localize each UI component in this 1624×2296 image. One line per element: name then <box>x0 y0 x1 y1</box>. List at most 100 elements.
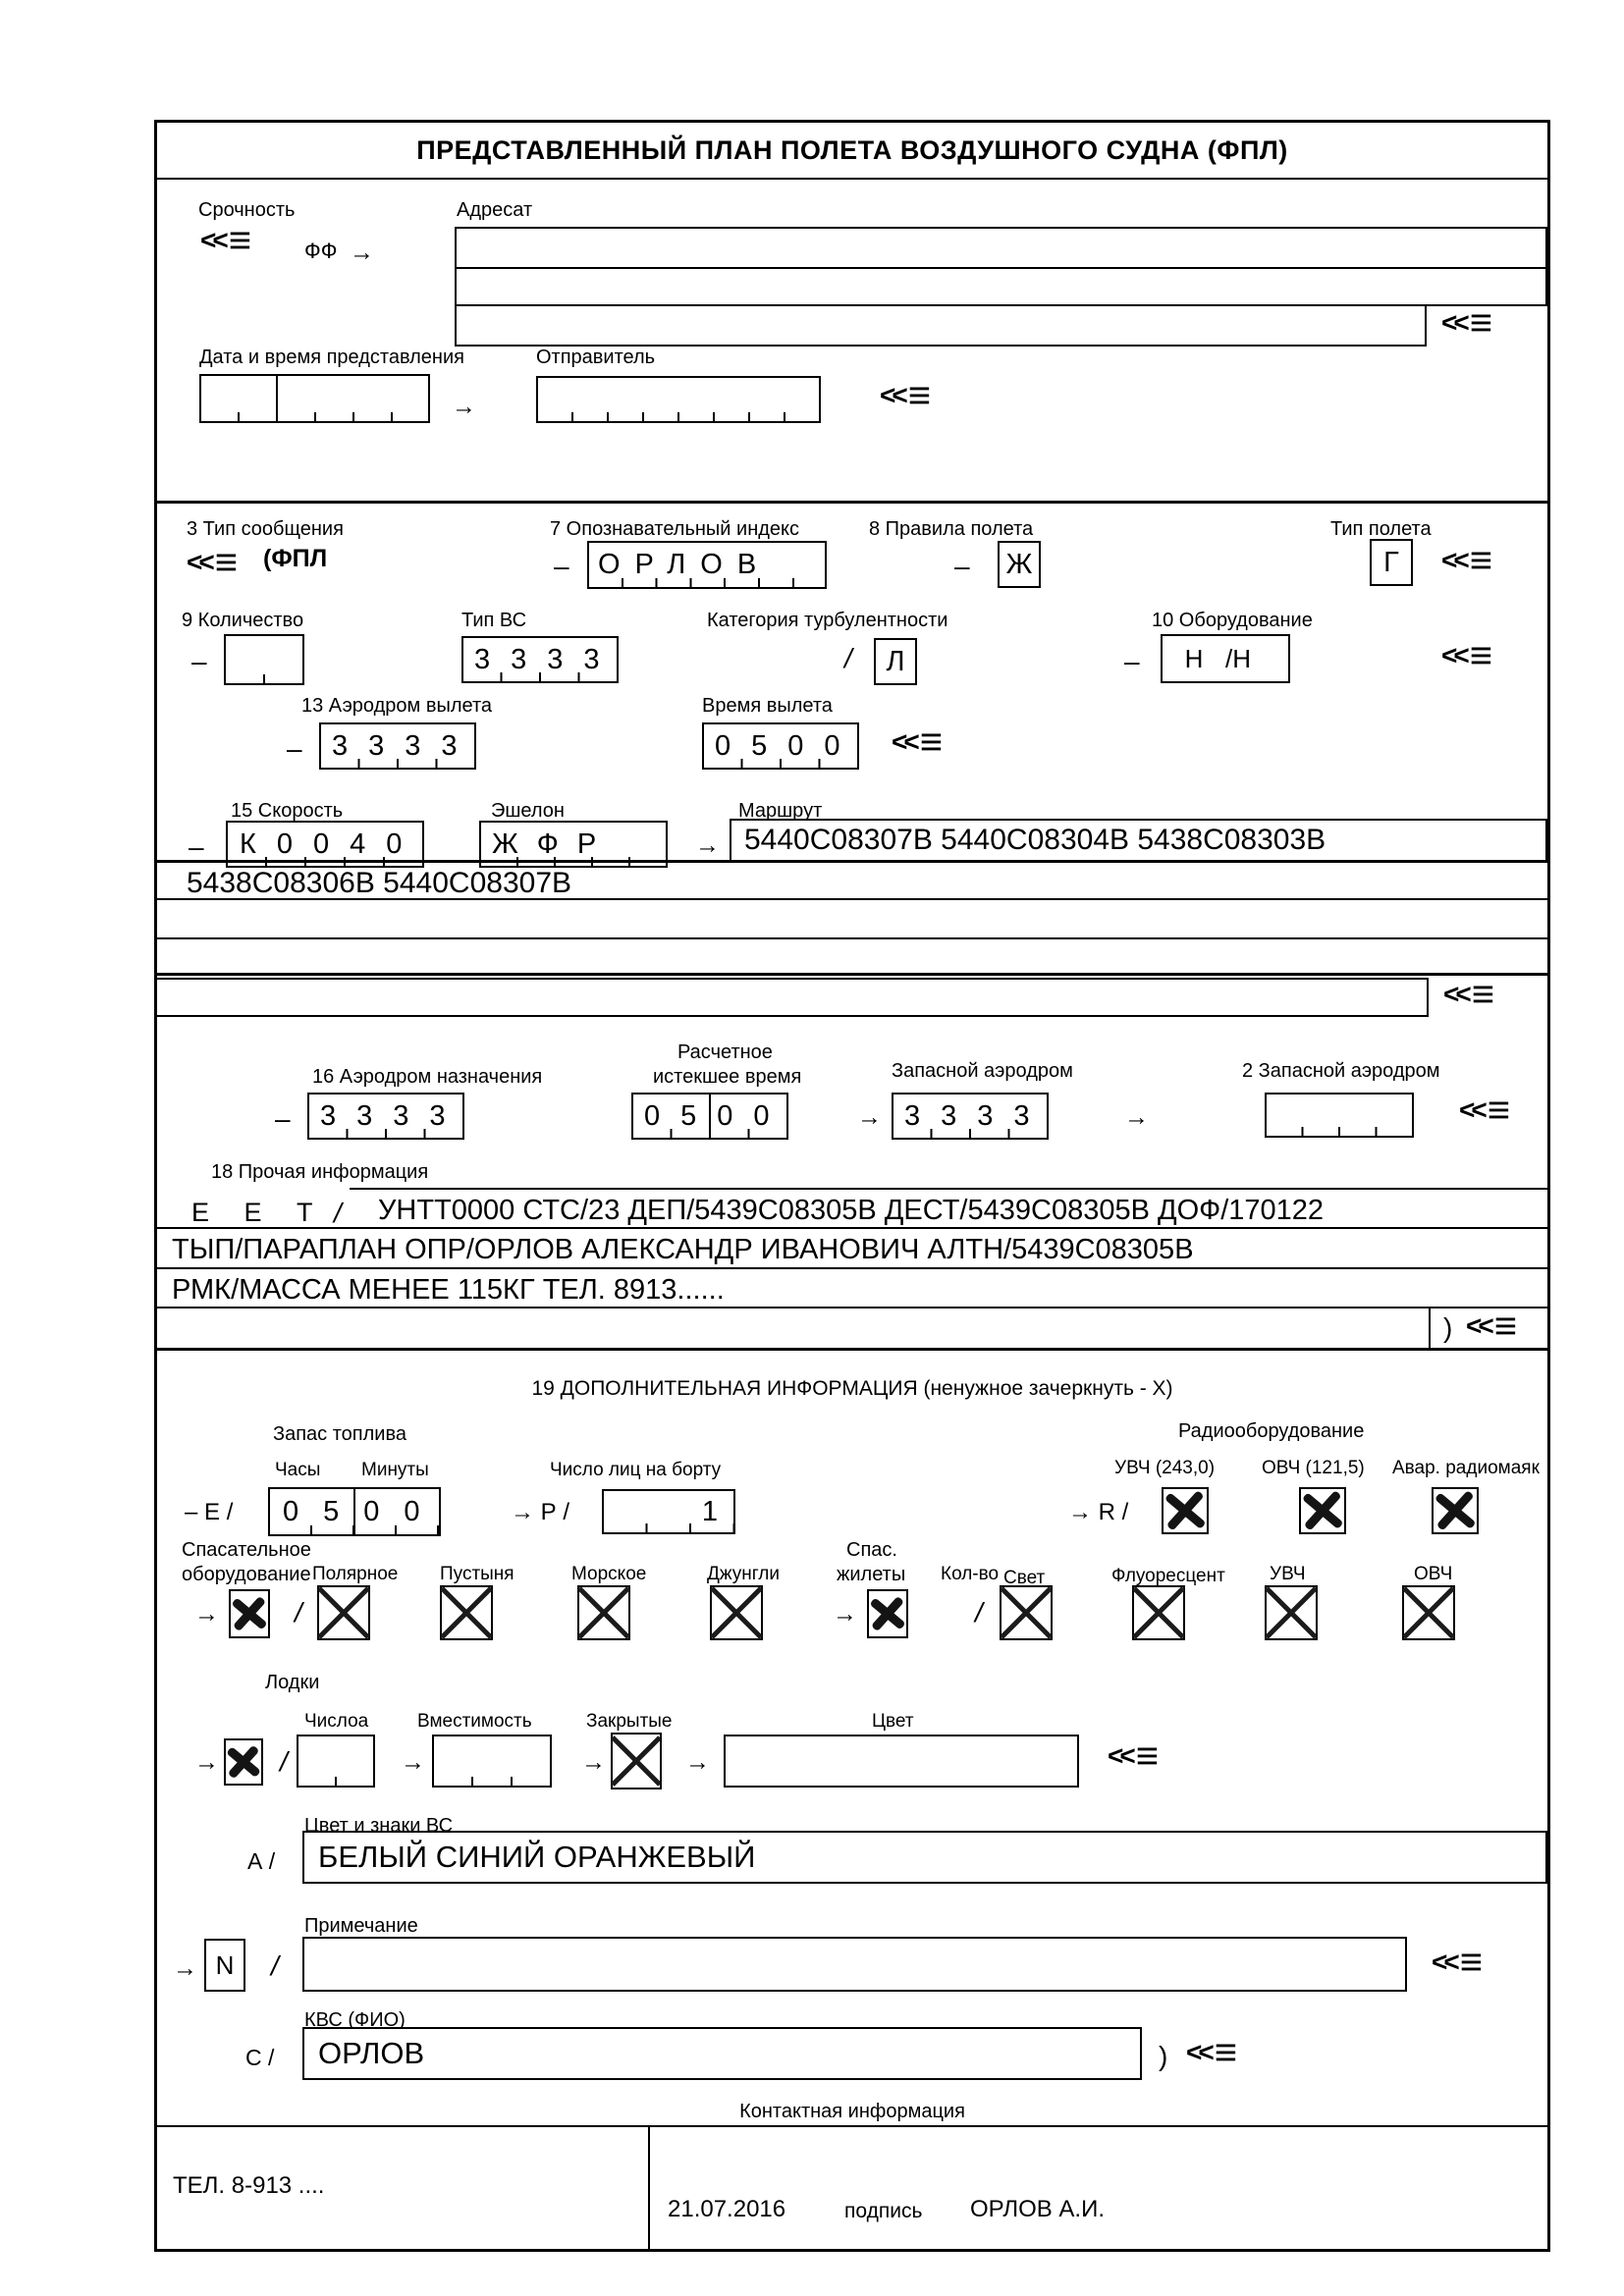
jungle-checkbox[interactable] <box>710 1585 763 1640</box>
field18-label: 18 Прочая информация <box>211 1161 429 1183</box>
light-checkbox[interactable] <box>1000 1585 1053 1640</box>
dash-icon: – <box>954 551 970 581</box>
alternate1-value: 3333 <box>904 1099 1051 1132</box>
field18-line2[interactable]: ТЫП/ПАРАПЛАН ОПР/ОРЛОВ АЛЕКСАНДР ИВАНОВИ… <box>172 1234 1194 1265</box>
cell-ticks <box>463 672 617 681</box>
departure-aerodrome-value: 3333 <box>332 729 478 762</box>
jackets-vhf-checkbox[interactable] <box>1402 1585 1455 1640</box>
fuel-label: Запас топлива <box>273 1423 406 1445</box>
pic-input[interactable]: ОРЛОВ <box>302 2027 1142 2080</box>
field8-value: Ж <box>1005 548 1033 580</box>
persons-value: 1 <box>701 1495 718 1527</box>
dinghies-label: Лодки <box>265 1672 320 1693</box>
maritime-checkbox[interactable] <box>577 1585 630 1640</box>
signature-label: подпись <box>844 2200 923 2222</box>
departure-time-input[interactable]: 0500 <box>702 722 859 770</box>
field7-label: 7 Опознавательный индекс <box>550 518 800 540</box>
slash-icon: / <box>280 1746 288 1777</box>
aircraft-type-input[interactable]: 3333 <box>461 636 619 683</box>
sender-input[interactable] <box>536 376 821 423</box>
polar-label: Полярное <box>312 1564 399 1584</box>
destination-aerodrome-value: 3333 <box>320 1099 466 1132</box>
survival-checkbox[interactable] <box>229 1589 270 1638</box>
fluor-checkbox[interactable] <box>1132 1585 1185 1640</box>
datetime-divider <box>276 374 278 423</box>
end-signal-icon: << ≡ <box>1441 539 1493 582</box>
alternate2-input[interactable] <box>1265 1093 1414 1138</box>
radio-prefix: → R / <box>1068 1499 1129 1525</box>
field18-row-divider <box>157 1227 1547 1229</box>
route-extra-input[interactable] <box>157 978 1429 1017</box>
arrow-icon: → <box>1124 1103 1149 1131</box>
radio-uhf-label: УВЧ (243,0) <box>1114 1458 1216 1478</box>
addressee-input-main[interactable] <box>455 227 1547 306</box>
alternate1-input[interactable]: 3333 <box>892 1093 1049 1140</box>
dinghies-checkbox[interactable] <box>224 1738 263 1786</box>
dash-icon: – <box>275 1103 291 1134</box>
dash-icon: – <box>287 733 302 764</box>
radio-label: Радиообо​рудование <box>1178 1420 1365 1442</box>
radio-beacon-checkbox[interactable] <box>1432 1487 1479 1534</box>
section-divider <box>157 1348 1547 1351</box>
turbulence-input[interactable]: Л <box>874 638 917 685</box>
sender-label: Отправитель <box>536 347 656 368</box>
field10-right: /Н <box>1225 643 1251 673</box>
cell-ticks <box>538 412 819 421</box>
fuel-value: 0500 <box>283 1495 445 1527</box>
persons-input[interactable]: 1 <box>602 1489 735 1534</box>
destination-aerodrome-input[interactable]: 3333 <box>307 1093 464 1140</box>
dinghies-capacity-input[interactable] <box>432 1735 552 1788</box>
fluor-label: Флуоресцент <box>1111 1566 1225 1586</box>
datetime-input[interactable] <box>199 374 430 423</box>
eet-value: 0500 <box>644 1099 790 1132</box>
route-line2[interactable]: 5438С08306В 5440С08307В <box>187 867 572 899</box>
jackets-label-line1: Спас. <box>846 1539 897 1561</box>
field18-line3[interactable]: РМК/МАССА МЕНЕЕ 115КГ ТЕЛ. 8913...... <box>172 1274 725 1306</box>
aircraft-color-input[interactable]: БЕЛЫЙ СИНИЙ ОРАНЖЕВЫЙ <box>302 1831 1547 1884</box>
eet-input[interactable]: 0500 <box>631 1093 788 1140</box>
dinghies-color-label: Цвет <box>872 1711 914 1732</box>
contact-phone[interactable]: ТЕЛ. 8-913 .... <box>173 2172 325 2199</box>
jackets-qty-label: Кол-во <box>941 1564 1000 1584</box>
end-signal-icon: << ≡ <box>1466 1305 1518 1348</box>
slash-icon: / <box>334 1198 342 1228</box>
cell-ticks <box>226 674 302 683</box>
cell-ticks <box>893 1129 1047 1138</box>
dinghies-number-label: Числоа <box>304 1711 369 1732</box>
desert-checkbox[interactable] <box>440 1585 493 1640</box>
dinghies-cover-checkbox[interactable] <box>611 1733 662 1789</box>
field10-input[interactable]: Н /Н <box>1161 634 1290 683</box>
signature-name[interactable]: ОРЛОВ А.И. <box>970 2196 1106 2222</box>
radio-uhf-checkbox[interactable] <box>1162 1487 1209 1534</box>
remarks-flag-box[interactable]: N <box>204 1939 245 1992</box>
departure-time-value: 0500 <box>715 729 861 762</box>
dash-icon: – <box>554 551 569 581</box>
pic-label: КВС (ФИО) <box>304 2009 406 2031</box>
fuel-input[interactable]: 0500 <box>268 1487 441 1536</box>
jackets-uhf-checkbox[interactable] <box>1265 1585 1318 1640</box>
flight-type-input[interactable]: Г <box>1370 539 1413 586</box>
contact-date[interactable]: 21.07.2016 <box>668 2196 786 2222</box>
end-signal-icon: << ≡ <box>1186 2031 1238 2074</box>
field8-input[interactable]: Ж <box>998 541 1041 588</box>
remarks-input[interactable] <box>302 1937 1407 1992</box>
polar-checkbox[interactable] <box>317 1585 370 1640</box>
radio-vhf-checkbox[interactable] <box>1299 1487 1346 1534</box>
field9-input[interactable] <box>224 634 304 685</box>
jackets-checkbox[interactable] <box>867 1589 908 1638</box>
flight-type-label: Тип полета <box>1330 518 1432 540</box>
field18-line1[interactable]: УНТТ0000 СТС/23 ДЕП/5439С08305В ДЕСТ/543… <box>378 1195 1325 1226</box>
route-input[interactable]: 5440С08307В 5440С08304В 5438С08303В <box>730 819 1547 862</box>
dinghies-color-input[interactable] <box>724 1735 1079 1788</box>
field10-left: Н <box>1184 643 1204 673</box>
cell-ticks <box>434 1777 550 1786</box>
dinghies-number-input[interactable] <box>297 1735 375 1788</box>
field18-row-divider <box>157 1267 1547 1269</box>
field18-row-divider <box>157 1307 1547 1308</box>
fuel-divider <box>353 1487 355 1536</box>
field7-input[interactable]: ОРЛОВ <box>587 541 827 589</box>
aircraft-color-value: БЕЛЫЙ СИНИЙ ОРАНЖЕВЫЙ <box>318 1840 756 1874</box>
departure-aerodrome-input[interactable]: 3333 <box>319 722 476 770</box>
addressee-input-extra[interactable] <box>455 304 1427 347</box>
